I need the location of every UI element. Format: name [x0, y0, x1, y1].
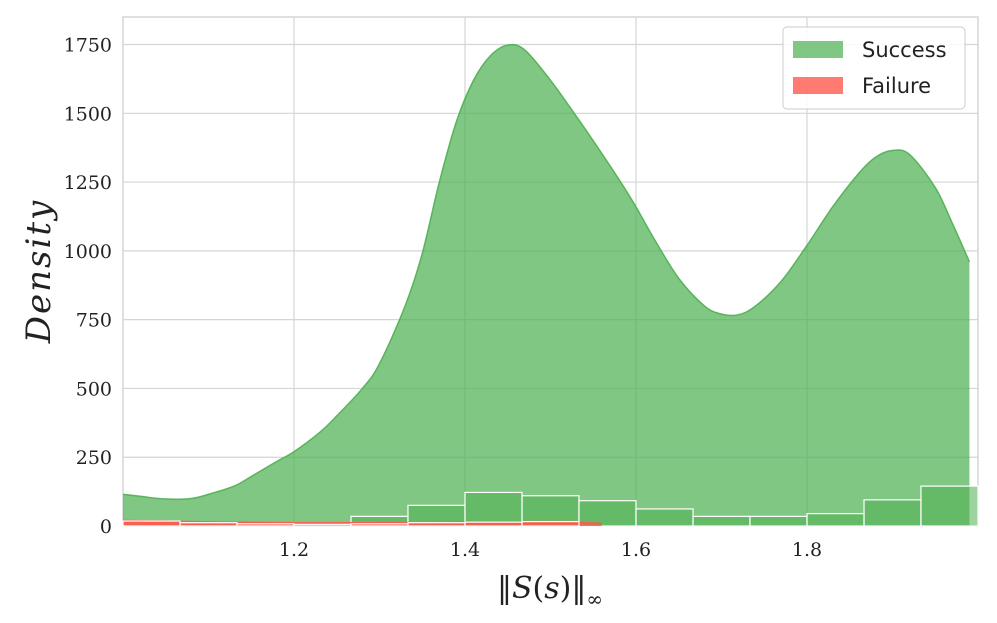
- y-tick-label: 500: [76, 378, 112, 400]
- x-label-norm-left: ‖: [497, 571, 512, 606]
- x-tick-label: 1.4: [450, 539, 480, 561]
- x-label-subscript: ∞: [586, 587, 603, 611]
- y-tick-label: 1500: [64, 103, 112, 125]
- series-layer: [122, 43, 979, 527]
- x-axis-label: ‖S(s)‖∞: [497, 571, 603, 611]
- failure-hist-bar: [464, 521, 523, 527]
- success-hist-bar: [464, 491, 523, 527]
- x-label-norm-right: ‖: [571, 571, 586, 606]
- y-axis-ticks: 0 250 500 750 1000 1250 1500 1750: [64, 35, 112, 538]
- legend-label-failure: Failure: [862, 74, 931, 98]
- x-label-s-upper: S: [512, 571, 533, 606]
- y-tick-label: 1000: [64, 241, 112, 263]
- legend-swatch-failure: [793, 77, 843, 94]
- legend: Success Failure: [782, 26, 966, 110]
- failure-hist-bar: [350, 523, 409, 527]
- x-tick-label: 1.6: [621, 539, 651, 561]
- success-hist-bar: [806, 513, 865, 527]
- y-axis-label: Density: [19, 199, 59, 344]
- success-hist-bar: [920, 485, 979, 527]
- x-label-paren-open: (: [533, 571, 545, 606]
- y-tick-label: 1250: [64, 172, 112, 194]
- success-hist-bar: [863, 499, 922, 527]
- failure-hist-bar: [293, 523, 352, 527]
- x-tick-label: 1.2: [279, 539, 309, 561]
- x-label-s-lower: s: [544, 571, 559, 606]
- failure-hist-bar: [236, 523, 295, 527]
- y-tick-label: 750: [76, 310, 112, 332]
- success-density-area: [123, 44, 970, 527]
- success-hist-bar: [692, 515, 751, 527]
- legend-label-success: Success: [862, 38, 947, 62]
- x-tick-label: 1.8: [792, 539, 822, 561]
- y-tick-label: 250: [76, 447, 112, 469]
- y-tick-label: 1750: [64, 35, 112, 57]
- success-hist-bar: [635, 508, 694, 527]
- failure-hist-bar: [521, 520, 580, 527]
- success-hist-bar: [749, 515, 808, 527]
- success-density-line: [122, 43, 971, 500]
- x-axis-ticks: 1.2 1.4 1.6 1.8: [279, 539, 822, 561]
- failure-hist-bar: [179, 522, 238, 527]
- failure-hist-bar: [122, 520, 181, 527]
- legend-swatch-success: [793, 41, 843, 58]
- y-tick-label: 0: [100, 516, 112, 538]
- x-label-paren-close: ): [560, 571, 572, 606]
- failure-hist-bar: [407, 522, 466, 527]
